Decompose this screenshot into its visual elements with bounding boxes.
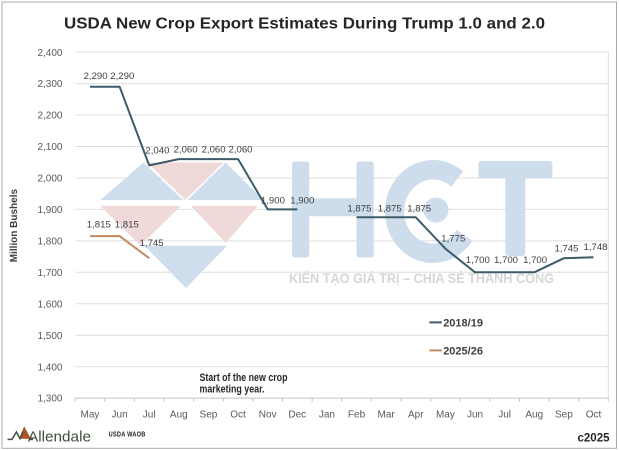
svg-text:Oct: Oct <box>586 410 602 421</box>
svg-text:2,040: 2,040 <box>145 146 169 157</box>
svg-text:Dec: Dec <box>288 410 306 421</box>
svg-text:1,900: 1,900 <box>261 196 285 207</box>
svg-text:USDA WAOB: USDA WAOB <box>109 430 146 439</box>
svg-text:1,600: 1,600 <box>37 299 62 310</box>
svg-text:Feb: Feb <box>348 410 366 421</box>
svg-text:Sep: Sep <box>200 410 218 421</box>
svg-text:1,875: 1,875 <box>407 203 431 214</box>
svg-text:Nov: Nov <box>259 410 277 421</box>
svg-text:Sep: Sep <box>555 410 573 421</box>
svg-text:1,875: 1,875 <box>378 203 402 214</box>
svg-text:Oct: Oct <box>230 410 246 421</box>
svg-text:1,745: 1,745 <box>140 238 164 249</box>
svg-text:Million Bushels: Million Bushels <box>9 188 20 262</box>
svg-text:1,800: 1,800 <box>37 236 62 247</box>
svg-text:2,060: 2,060 <box>174 145 198 156</box>
svg-text:1,900: 1,900 <box>290 196 314 207</box>
svg-text:1,815: 1,815 <box>115 220 139 231</box>
svg-text:2,000: 2,000 <box>37 174 62 185</box>
svg-text:1,900: 1,900 <box>37 205 62 216</box>
svg-text:May: May <box>81 410 100 421</box>
svg-text:Jul: Jul <box>498 410 511 421</box>
svg-text:Aug: Aug <box>525 410 543 421</box>
svg-text:Jan: Jan <box>319 410 335 421</box>
svg-text:2,200: 2,200 <box>37 111 62 122</box>
svg-text:1,745: 1,745 <box>554 243 578 254</box>
svg-text:1,700: 1,700 <box>466 255 490 266</box>
svg-text:c2025: c2025 <box>578 433 611 445</box>
svg-text:1,775: 1,775 <box>441 234 465 245</box>
svg-text:2025/26: 2025/26 <box>443 346 483 358</box>
svg-text:2,300: 2,300 <box>37 79 62 90</box>
svg-text:USDA New Crop Export Estimates: USDA New Crop Export Estimates During Tr… <box>64 16 545 33</box>
svg-text:1,500: 1,500 <box>37 331 62 342</box>
svg-text:Mar: Mar <box>378 410 396 421</box>
svg-text:Apr: Apr <box>408 410 424 421</box>
svg-text:May: May <box>436 410 455 421</box>
svg-text:1,400: 1,400 <box>37 362 62 373</box>
svg-text:2,290: 2,290 <box>84 71 108 82</box>
svg-text:1,300: 1,300 <box>37 394 62 405</box>
svg-text:1,700: 1,700 <box>37 268 62 279</box>
svg-text:1,815: 1,815 <box>87 220 111 231</box>
svg-text:2,060: 2,060 <box>202 145 226 156</box>
svg-text:2,060: 2,060 <box>228 145 252 156</box>
svg-text:2018/19: 2018/19 <box>443 318 483 330</box>
svg-text:marketing year.: marketing year. <box>200 384 265 396</box>
svg-text:KIẾN TẠO GIÁ TRỊ – CHIA SẺ THÀ: KIẾN TẠO GIÁ TRỊ – CHIA SẺ THÀNH CÔNG <box>289 271 554 286</box>
svg-text:Allendale: Allendale <box>28 429 91 445</box>
svg-text:2,290: 2,290 <box>110 71 134 82</box>
svg-text:2,100: 2,100 <box>37 142 62 153</box>
svg-text:1,700: 1,700 <box>523 255 547 266</box>
svg-text:1,875: 1,875 <box>347 203 371 214</box>
svg-text:Aug: Aug <box>170 410 188 421</box>
svg-text:Jun: Jun <box>112 410 128 421</box>
svg-text:2,400: 2,400 <box>37 48 62 59</box>
svg-text:Jun: Jun <box>467 410 483 421</box>
svg-text:Jul: Jul <box>143 410 156 421</box>
svg-text:1,748: 1,748 <box>583 242 607 253</box>
svg-text:1,700: 1,700 <box>494 255 518 266</box>
svg-text:Start of the new crop: Start of the new crop <box>200 372 288 384</box>
